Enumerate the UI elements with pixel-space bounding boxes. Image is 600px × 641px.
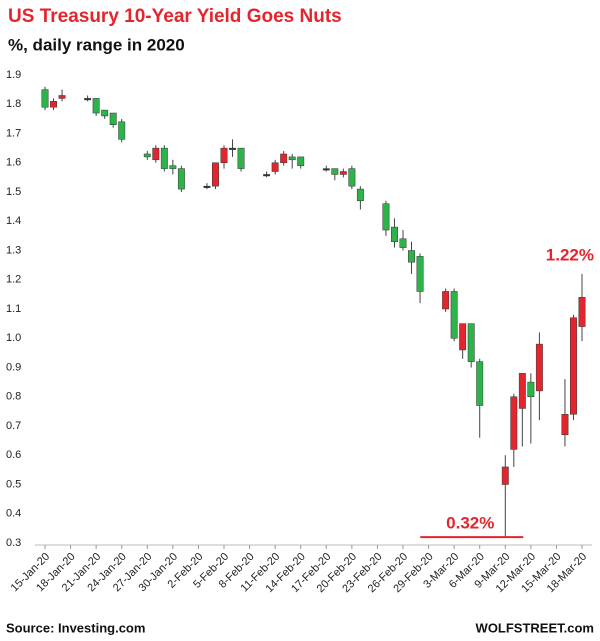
- candle-body: [297, 156, 305, 166]
- candle-body: [501, 466, 509, 485]
- y-tick-label: 1.6: [6, 157, 21, 169]
- candle-body: [237, 147, 245, 169]
- candle-body: [518, 373, 526, 409]
- candle-body: [212, 162, 219, 187]
- candle-body: [177, 168, 185, 190]
- candle-body: [399, 238, 407, 248]
- y-tick-label: 1.7: [6, 127, 21, 139]
- candle-body: [203, 185, 211, 188]
- chart-subtitle: %, daily range in 2020: [8, 35, 185, 54]
- y-tick-label: 0.5: [6, 478, 21, 490]
- candle-body: [169, 165, 177, 169]
- candle-body: [41, 89, 49, 108]
- y-tick-label: 0.8: [6, 391, 21, 403]
- y-tick-label: 0.4: [6, 508, 21, 520]
- candle-body: [416, 256, 424, 292]
- candle-body: [229, 147, 236, 150]
- candle-body: [160, 147, 168, 169]
- candle-body: [84, 98, 92, 101]
- y-tick-label: 0.9: [6, 361, 21, 373]
- candle-body: [459, 323, 467, 351]
- candle-body: [220, 147, 228, 163]
- candle-body: [263, 174, 271, 177]
- candle-body: [570, 317, 577, 415]
- candle-body: [101, 109, 109, 117]
- candle-body: [322, 168, 330, 171]
- candle-body: [561, 414, 569, 436]
- candle-body: [467, 323, 475, 362]
- source-note: Source: Investing.com: [6, 620, 145, 635]
- candle-body: [58, 95, 66, 99]
- candle-body: [271, 162, 279, 172]
- candle-body: [391, 226, 398, 242]
- brand: WOLFSTREET.com: [476, 620, 594, 635]
- candle-body: [356, 188, 364, 202]
- candle-body: [510, 396, 518, 450]
- candle-body: [442, 291, 450, 310]
- y-tick-label: 1.5: [6, 186, 21, 198]
- candle-body: [280, 153, 288, 164]
- y-tick-label: 1.2: [6, 274, 21, 286]
- candle-body: [535, 343, 543, 392]
- y-tick-label: 1.8: [6, 98, 21, 110]
- annotation-label: 1.22%: [546, 245, 594, 264]
- y-tick-label: 1.3: [6, 244, 21, 256]
- candle-body: [408, 250, 415, 263]
- candle-body: [109, 112, 117, 125]
- candle-body: [450, 291, 458, 339]
- y-tick-label: 1.9: [6, 69, 21, 81]
- annotation-label: 0.32%: [446, 514, 494, 533]
- candle-body: [578, 297, 586, 327]
- y-tick-label: 0.6: [6, 449, 21, 461]
- candle-body: [50, 101, 57, 108]
- candle-body: [348, 168, 356, 187]
- candle-body: [288, 156, 296, 161]
- candle-body: [339, 171, 347, 175]
- y-tick-label: 1.1: [6, 303, 21, 315]
- y-tick-label: 1.4: [6, 215, 21, 227]
- candle-body: [92, 98, 100, 114]
- candle-body: [476, 361, 484, 406]
- y-tick-label: 0.7: [6, 420, 21, 432]
- candle-body: [143, 153, 151, 158]
- candle-body: [331, 168, 339, 175]
- candle-body: [152, 147, 160, 161]
- chart-title: US Treasury 10-Year Yield Goes Nuts: [8, 6, 342, 27]
- candle-body: [118, 121, 126, 140]
- candle-body: [527, 381, 535, 397]
- y-tick-label: 0.3: [6, 537, 21, 549]
- y-tick-label: 1.0: [6, 332, 21, 344]
- candle-body: [382, 203, 390, 231]
